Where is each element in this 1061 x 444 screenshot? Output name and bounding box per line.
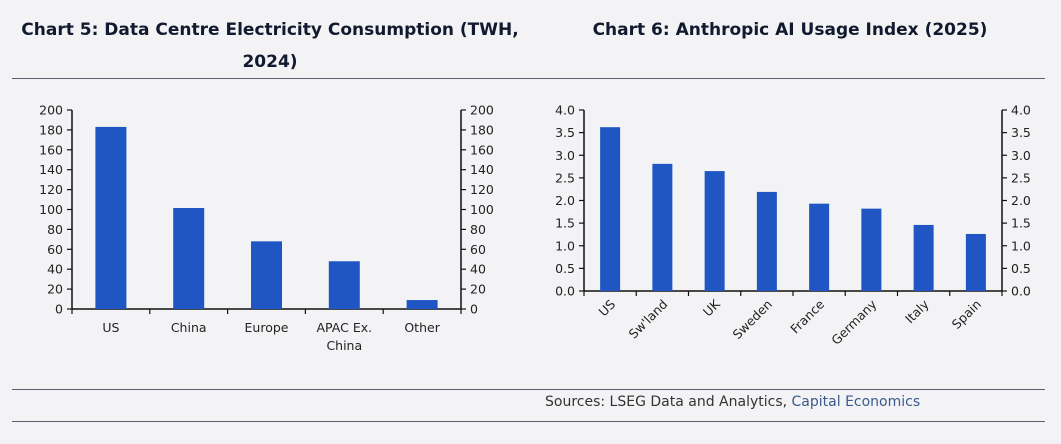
chart5-ytick-label-left: 180 [39, 122, 63, 137]
chart5-title-line: Chart 5: Data Centre Electricity Consump… [21, 20, 519, 40]
chart6-ytick-label-right: 2.0 [1011, 193, 1031, 208]
chart5-ytick-label-left: 120 [39, 182, 63, 197]
chart5-bar [328, 261, 360, 309]
chart6-bar [600, 127, 621, 291]
chart5-ytick-label-right: 20 [470, 282, 486, 297]
sources-prefix: Sources: LSEG Data and Analytics, [545, 394, 792, 410]
chart6-ytick-label-left: 3.0 [555, 148, 575, 163]
chart5-xtick-label: China [326, 338, 362, 353]
chart6-xtick-label: Germany [828, 296, 880, 348]
chart5-bar [406, 300, 438, 309]
chart6-bar [965, 233, 986, 291]
chart5-xtick-label: APAC Ex. [317, 320, 373, 335]
chart6-xtick-label: Spain [949, 297, 984, 332]
chart5-title: Chart 5: Data Centre Electricity Consump… [20, 14, 520, 78]
chart6-title-line: Chart 6: Anthropic AI Usage Index (2025) [592, 20, 988, 40]
chart6-ytick-label-left: 2.0 [555, 193, 575, 208]
chart6-bar [913, 224, 934, 291]
chart5-ytick-label-right: 80 [470, 222, 486, 237]
chart5-plot: 0 0 20 20 40 40 60 60 80 80 100 100 120 120 140 140 160 1… [39, 103, 494, 354]
chart5-ytick-label-right: 100 [470, 202, 494, 217]
chart6-xtick-label: France [787, 296, 827, 336]
chart6-ytick-label-right: 1.0 [1011, 238, 1031, 253]
chart5-xtick-label: US [102, 320, 119, 335]
chart6-plot: 0.0 0.0 0.5 0.5 1.0 1.0 1.5 1.5 2.0 2.0 2.5 2.5 3.0 3… [555, 103, 1031, 348]
chart6-ytick-label-right: 4.0 [1011, 103, 1031, 118]
chart5-ytick-label-right: 0 [470, 302, 478, 317]
chart5-ytick-label-left: 100 [39, 202, 63, 217]
chart6-ytick-label-right: 1.5 [1011, 216, 1031, 231]
chart6-ytick-label-left: 4.0 [555, 103, 575, 118]
chart6-bar [861, 208, 882, 291]
chart5-xtick-label: China [171, 320, 207, 335]
chart5-bar [173, 208, 205, 309]
sources-top-rule [12, 389, 1045, 390]
chart6-ytick-label-left: 3.5 [555, 125, 575, 140]
chart6-ytick-label-right: 0.0 [1011, 284, 1031, 299]
chart6-ytick-label-left: 2.5 [555, 170, 575, 185]
sources-brand-link[interactable]: Capital Economics [791, 394, 921, 410]
chart5-ytick-label-right: 120 [470, 182, 494, 197]
chart5-ytick-label-left: 60 [47, 242, 63, 257]
chart6-xtick-label: Sweden [729, 297, 775, 343]
top-rule [12, 78, 1045, 79]
chart6-ytick-label-left: 1.0 [555, 238, 575, 253]
chart5-ytick-label-right: 160 [470, 142, 494, 157]
chart5-ytick-label-right: 200 [470, 103, 494, 118]
chart5-xtick-label: Other [404, 320, 440, 335]
chart6-ytick-label-right: 2.5 [1011, 170, 1031, 185]
chart6-xtick-label: US [596, 296, 619, 319]
chart6-bar [756, 191, 777, 291]
chart5-bar [251, 241, 282, 309]
chart6-xtick-label: Italy [902, 296, 932, 326]
chart5-ytick-label-right: 140 [470, 162, 494, 177]
chart6-ytick-label-right: 3.0 [1011, 148, 1031, 163]
chart6-bar [809, 203, 830, 291]
chart6-bar [704, 171, 725, 291]
sources-note: Sources: LSEG Data and Analytics, Capita… [545, 394, 920, 410]
chart5-ytick-label-left: 80 [47, 222, 63, 237]
chart5-ytick-label-right: 40 [470, 262, 486, 277]
chart6-ytick-label-left: 1.5 [555, 216, 575, 231]
chart5-ytick-label-left: 200 [39, 103, 63, 118]
chart5-ytick-label-right: 60 [470, 242, 486, 257]
chart5-ytick-label-left: 40 [47, 262, 63, 277]
chart5-title-line: 2024) [242, 52, 298, 72]
chart5-bar [95, 126, 127, 309]
chart5-ytick-label-left: 140 [39, 162, 63, 177]
chart6-ytick-label-right: 0.5 [1011, 261, 1031, 276]
chart6-xtick-label: UK [700, 296, 723, 319]
chart5-ytick-label-left: 0 [55, 302, 63, 317]
chart6-xtick-label: Sw'land [626, 297, 671, 342]
chart5-ytick-label-left: 20 [47, 282, 63, 297]
chart5-ytick-label-left: 160 [39, 142, 63, 157]
chart6-title: Chart 6: Anthropic AI Usage Index (2025) [530, 14, 1050, 46]
chart5-xtick-label: Europe [245, 320, 289, 335]
chart6-ytick-label-left: 0.0 [555, 284, 575, 299]
chart6-ytick-label-right: 3.5 [1011, 125, 1031, 140]
sources-bottom-rule [12, 421, 1045, 422]
chart5-ytick-label-right: 180 [470, 122, 494, 137]
chart6-bar [652, 163, 673, 291]
chart6-ytick-label-left: 0.5 [555, 261, 575, 276]
